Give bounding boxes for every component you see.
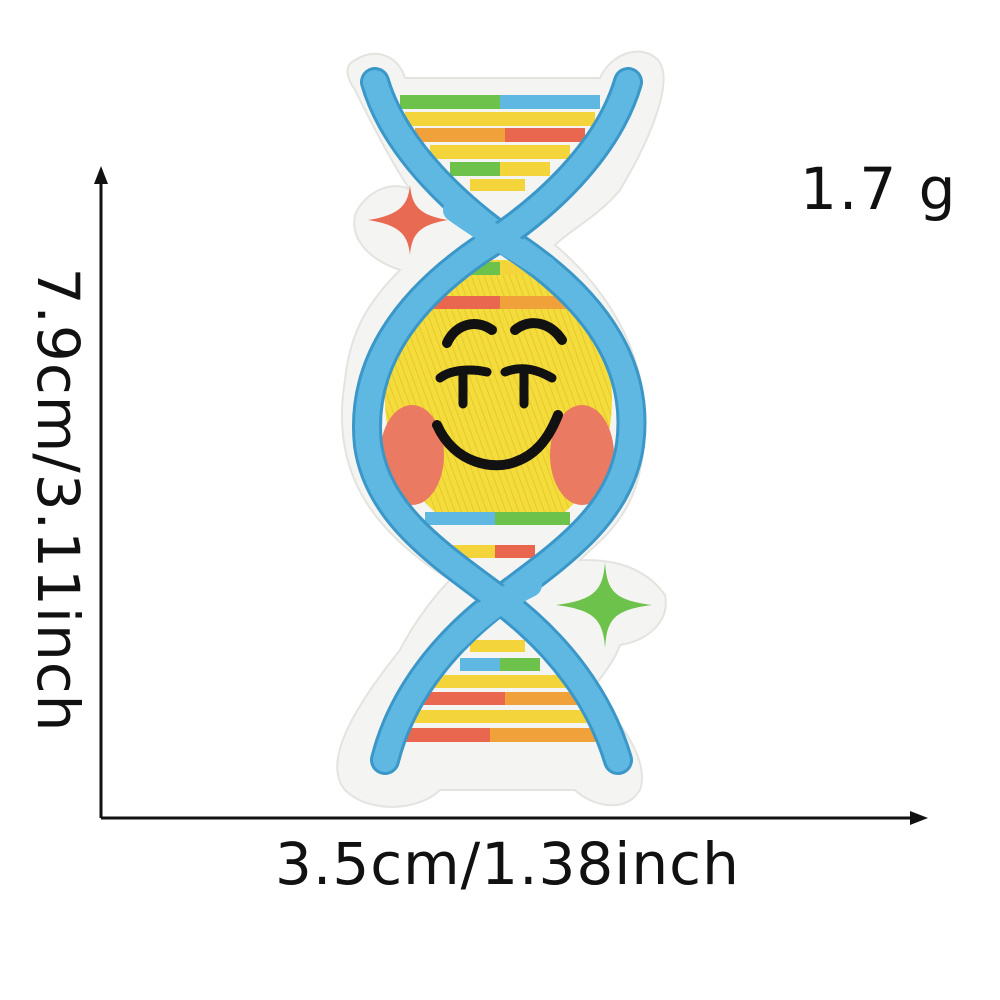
right-eye xyxy=(500,364,557,409)
right-arrow-icon xyxy=(910,811,928,825)
bottom-rungs xyxy=(395,640,600,742)
red-sparkle-icon xyxy=(368,185,448,255)
left-eyebrow xyxy=(442,319,497,348)
height-dimension-label: 7.9cm/3.11inch xyxy=(24,267,92,733)
smile xyxy=(432,410,563,471)
dimension-arrows xyxy=(94,166,928,825)
helix-strands xyxy=(352,67,647,775)
left-cheek xyxy=(380,405,444,505)
left-eye xyxy=(435,365,492,409)
dna-helix-smiley-patch-icon xyxy=(336,50,667,808)
up-arrow-icon xyxy=(94,166,108,184)
weight-label: 1.7 g xyxy=(800,155,958,223)
width-dimension-label: 3.5cm/1.38inch xyxy=(275,830,740,898)
smiley-face xyxy=(380,260,614,558)
green-sparkle-icon xyxy=(556,562,652,648)
right-cheek xyxy=(550,405,614,505)
top-rungs xyxy=(400,95,600,191)
right-eyebrow xyxy=(510,318,567,345)
